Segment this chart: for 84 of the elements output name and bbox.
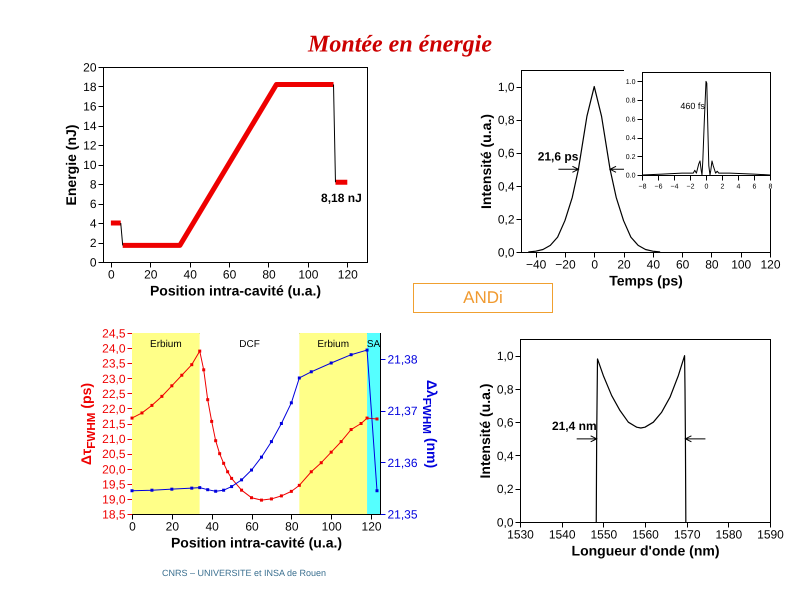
text: Montée en énergie bbox=[308, 32, 492, 58]
y-tick-label: 0,0 bbox=[496, 516, 514, 530]
x-axis-title: Temps (ps) bbox=[609, 272, 683, 288]
x-tick-label: 40 bbox=[206, 520, 220, 534]
x-tick-label: 1570 bbox=[674, 528, 701, 542]
x-axis-title: Position intra-cavité (u.a.) bbox=[150, 282, 322, 298]
band-label: DCF bbox=[239, 339, 260, 350]
x-tick-label: 80 bbox=[705, 258, 719, 272]
y2-tick-label: 21,35 bbox=[388, 508, 418, 522]
annotation: 21,6 ps bbox=[538, 149, 579, 164]
y-tick-label: 0,6 bbox=[496, 416, 514, 430]
y-tick-label: 21,0 bbox=[102, 432, 126, 446]
y-tick-label: 0,4 bbox=[498, 179, 515, 194]
y-tick-label: 18 bbox=[83, 80, 97, 94]
y-tick-label: 16 bbox=[83, 100, 97, 114]
x-tick-label: 40 bbox=[646, 258, 660, 272]
annotation: 8,18 nJ bbox=[321, 191, 362, 206]
y-tick-label: 22,5 bbox=[102, 386, 126, 401]
y-tick-label: 0,8 bbox=[496, 382, 514, 396]
y-tick-label: 4 bbox=[90, 216, 97, 230]
y-tick-label: 19,0 bbox=[102, 492, 126, 506]
y-tick-label: 24,0 bbox=[102, 342, 126, 356]
x-tick-label: 80 bbox=[262, 268, 276, 282]
x-tick-label: 0 bbox=[591, 258, 598, 272]
text: CNRS – UNIVERSITE et INSA de Rouen bbox=[162, 568, 326, 578]
text: ANDi bbox=[413, 283, 553, 313]
x-tick-label: 1560 bbox=[632, 528, 660, 542]
y-tick-label: 0,6 bbox=[498, 146, 515, 160]
x-tick-label: 60 bbox=[245, 520, 260, 534]
y-tick-label: 14 bbox=[83, 119, 97, 133]
y-tick-label: 23,0 bbox=[102, 372, 126, 386]
y-tick-label: 10 bbox=[83, 158, 97, 172]
y-tick-label: 12 bbox=[83, 138, 97, 152]
y-tick-label: 0,2 bbox=[498, 212, 515, 226]
band-label: Erbium bbox=[150, 339, 182, 350]
x-tick-label: −20 bbox=[555, 258, 576, 272]
x-axis-title: Position intra-cavité (u.a.) bbox=[170, 534, 342, 550]
y2-tick-label: 21,38 bbox=[388, 352, 418, 366]
x-tick-label: 100 bbox=[298, 268, 319, 282]
x-tick-label: 120 bbox=[362, 520, 382, 534]
y2-tick-label: 21,37 bbox=[388, 404, 418, 418]
y-tick-label: 23,5 bbox=[102, 356, 126, 371]
x-tick-label: 120 bbox=[760, 258, 781, 272]
y-tick-label: 19,5 bbox=[102, 477, 126, 492]
x-axis-title: Longueur d'onde (nm) bbox=[572, 542, 720, 558]
band-label: Erbium bbox=[317, 339, 350, 350]
x-tick-label: −40 bbox=[526, 258, 547, 272]
annotation: 21,4 nm bbox=[552, 418, 597, 433]
x-tick-label: 40 bbox=[184, 268, 198, 282]
y-tick-label: 21,5 bbox=[102, 417, 126, 431]
y-tick-label: 20,5 bbox=[102, 447, 126, 462]
x-tick-label: 20 bbox=[166, 520, 180, 534]
y-tick-label: 1,0 bbox=[498, 80, 515, 94]
x-tick-label: 60 bbox=[676, 258, 690, 272]
x-tick-label: 100 bbox=[731, 258, 752, 272]
y-tick-label: 6 bbox=[90, 197, 97, 211]
x-tick-label: 20 bbox=[144, 268, 158, 282]
y2-tick-label: 21,36 bbox=[388, 456, 418, 470]
y-axis-title: Intensité (u.a.) bbox=[478, 114, 494, 209]
y-tick-label: 0,4 bbox=[496, 448, 514, 463]
x-tick-label: 100 bbox=[322, 520, 342, 534]
x-tick-label: 1550 bbox=[590, 528, 618, 542]
y-tick-label: 22,0 bbox=[102, 402, 126, 416]
x-tick-label: 1580 bbox=[715, 528, 743, 542]
x-tick-label: 1530 bbox=[507, 528, 534, 542]
x-tick-label: 1540 bbox=[548, 528, 576, 542]
y-tick-label: 1,0 bbox=[496, 349, 514, 364]
y-tick-label: 0,2 bbox=[496, 482, 514, 496]
y-tick-label: 18,5 bbox=[102, 508, 126, 522]
y-tick-label: 0,0 bbox=[498, 246, 515, 260]
y-axis-title: Energie (nJ) bbox=[63, 124, 80, 206]
y-tick-label: 20 bbox=[83, 60, 97, 74]
band-label: SA bbox=[366, 339, 381, 350]
annotation: 460 fs bbox=[680, 100, 706, 111]
x-tick-label: 80 bbox=[285, 520, 299, 534]
y-tick-label: 20,0 bbox=[102, 462, 126, 476]
x-tick-label: 1590 bbox=[757, 528, 784, 542]
y-tick-label: 24,5 bbox=[102, 326, 126, 340]
y-tick-label: 2 bbox=[90, 236, 97, 250]
y-axis-title: Intensité (u.a.) bbox=[476, 384, 493, 478]
x-tick-label: 0 bbox=[129, 520, 136, 534]
y-tick-label: 0,8 bbox=[498, 113, 515, 128]
x-tick-label: 120 bbox=[338, 268, 358, 282]
x-tick-label: 60 bbox=[222, 268, 237, 282]
